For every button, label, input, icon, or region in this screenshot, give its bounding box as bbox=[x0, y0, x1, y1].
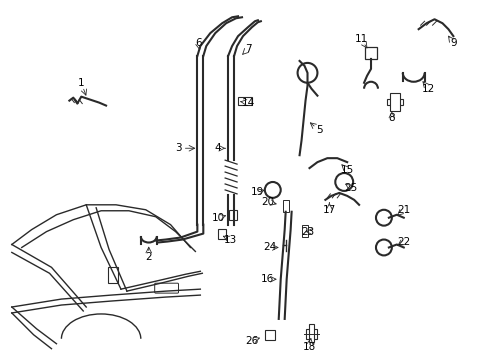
Bar bbox=[301, 225, 307, 237]
Text: 16: 16 bbox=[261, 274, 274, 284]
Text: 4: 4 bbox=[214, 143, 221, 153]
Text: 9: 9 bbox=[449, 38, 456, 48]
Bar bbox=[389, 93, 399, 111]
Text: 5: 5 bbox=[315, 125, 322, 135]
Text: 1: 1 bbox=[78, 78, 84, 88]
Bar bbox=[282, 200, 288, 212]
Bar bbox=[308, 324, 314, 342]
Text: 25: 25 bbox=[344, 183, 357, 193]
Text: 17: 17 bbox=[322, 205, 335, 215]
Text: 15: 15 bbox=[340, 165, 353, 175]
Text: 10: 10 bbox=[211, 213, 224, 223]
Bar bbox=[218, 229, 225, 239]
Bar bbox=[229, 210, 237, 220]
Text: 23: 23 bbox=[300, 226, 313, 237]
Text: 6: 6 bbox=[195, 38, 201, 48]
Text: 2: 2 bbox=[145, 252, 152, 262]
Bar bbox=[264, 330, 274, 340]
Text: 3: 3 bbox=[175, 143, 182, 153]
Text: 19: 19 bbox=[251, 187, 264, 197]
Text: 22: 22 bbox=[396, 237, 409, 247]
Bar bbox=[386, 99, 402, 105]
Text: 7: 7 bbox=[244, 44, 251, 54]
Text: 24: 24 bbox=[263, 243, 276, 252]
Text: 18: 18 bbox=[302, 342, 315, 352]
Bar bbox=[365, 47, 376, 59]
Bar bbox=[305, 329, 317, 339]
Bar bbox=[238, 96, 251, 105]
Text: 12: 12 bbox=[421, 84, 434, 94]
Text: 14: 14 bbox=[241, 98, 254, 108]
Text: 8: 8 bbox=[388, 113, 394, 123]
Text: 13: 13 bbox=[223, 234, 236, 244]
Text: 21: 21 bbox=[396, 205, 409, 215]
Bar bbox=[108, 267, 118, 283]
Text: 26: 26 bbox=[245, 336, 258, 346]
Text: 11: 11 bbox=[354, 34, 367, 44]
Text: 20: 20 bbox=[261, 197, 274, 207]
